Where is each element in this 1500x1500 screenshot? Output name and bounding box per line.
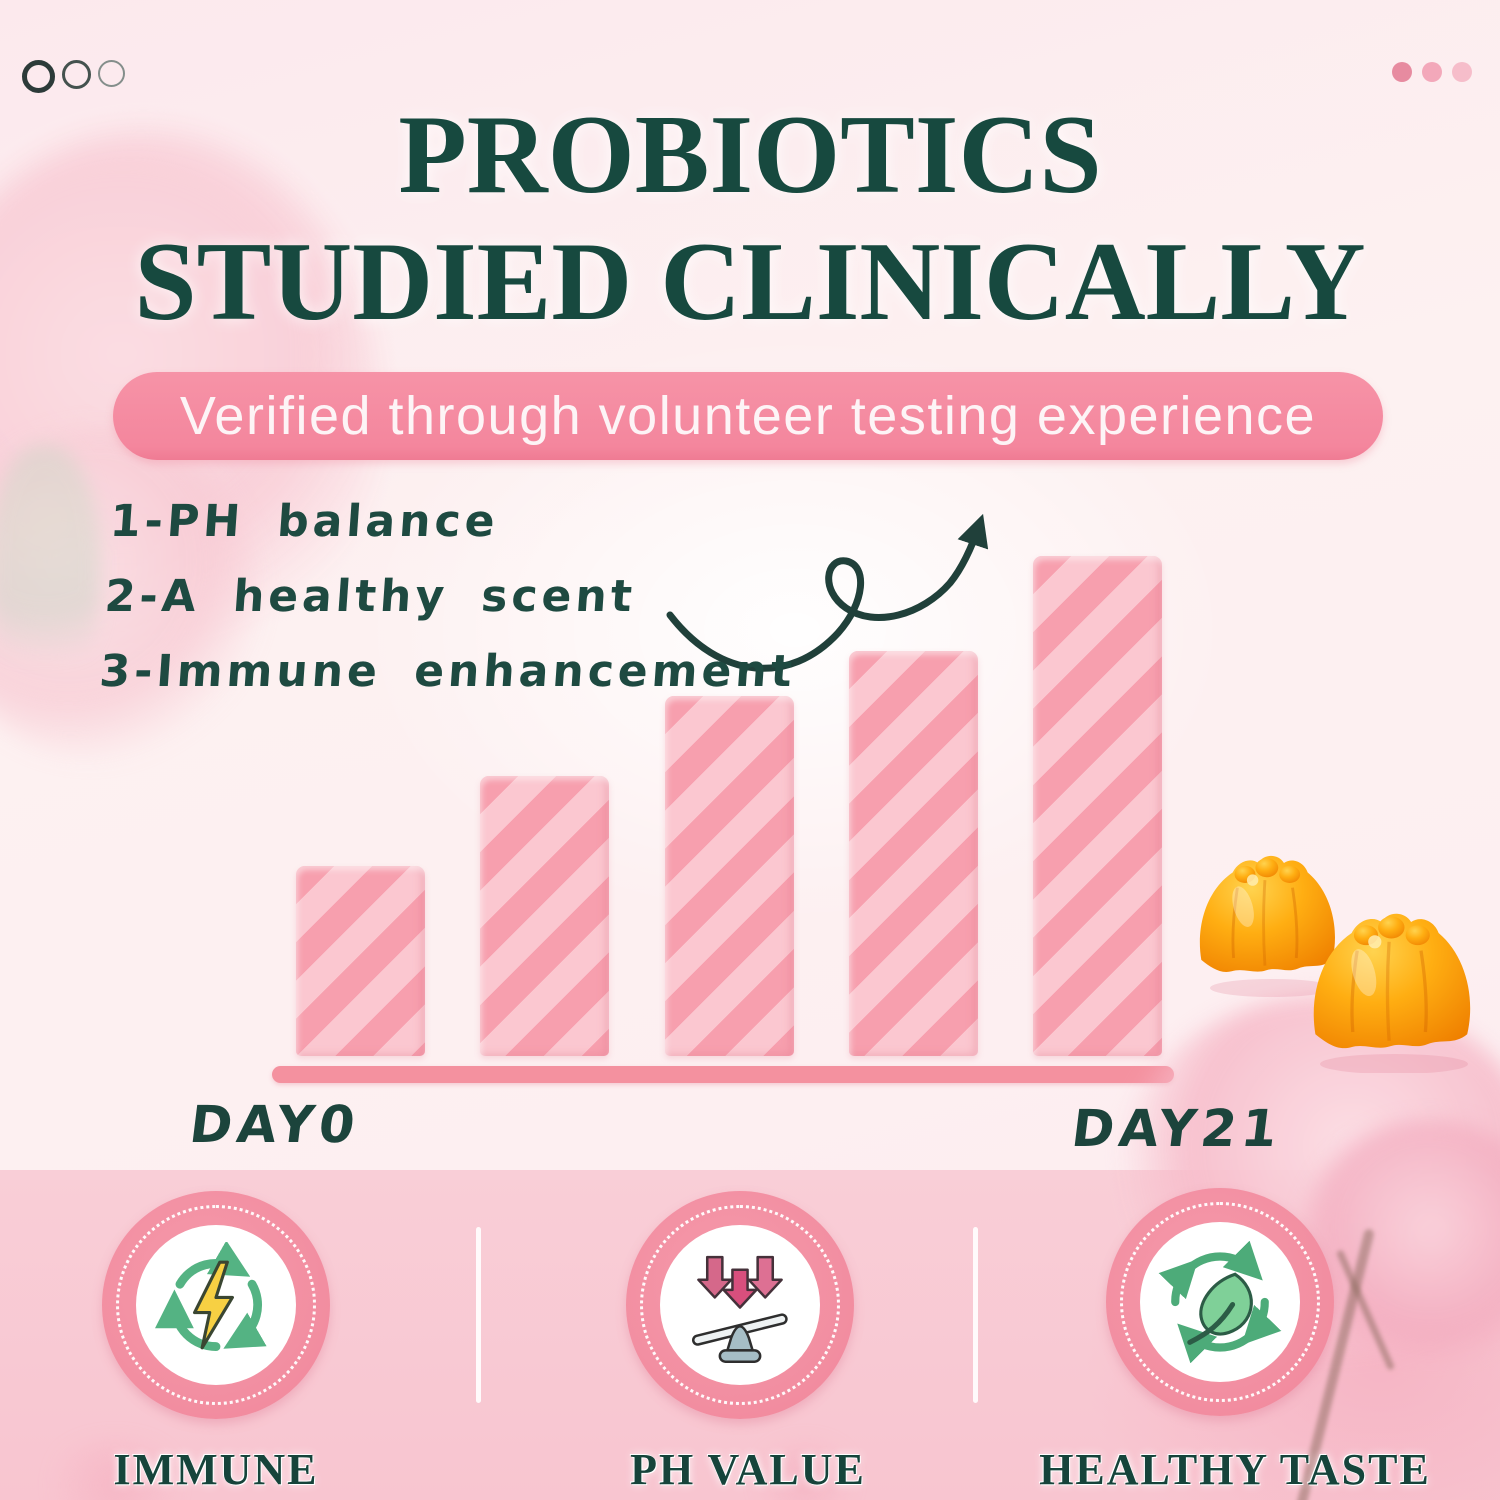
pink-dot-icon (1392, 62, 1412, 82)
flower-bud-left (0, 445, 100, 695)
benefit-item: 1-PH balance (108, 496, 501, 547)
page-title: PROBIOTICS STUDIED CLINICALLY (0, 92, 1500, 345)
pink-dot-icon (1422, 62, 1442, 82)
circle-dot-icon (22, 60, 55, 93)
axis-label-start: DAY0 (186, 1096, 363, 1155)
window-control-dots-left (22, 60, 125, 93)
healthy-taste-badge (1106, 1188, 1334, 1416)
ph-value-badge (626, 1191, 854, 1419)
badge-inner-circle (1140, 1222, 1300, 1382)
chart-bars (296, 556, 1162, 1056)
pink-dot-icon (1452, 62, 1472, 82)
immune-badge (102, 1191, 330, 1419)
banner-text: Verified through volunteer testing exper… (179, 386, 1317, 446)
down-arrows-balance-icon (691, 1255, 788, 1363)
subtitle-banner: Verified through volunteer testing exper… (113, 372, 1383, 460)
chart-axis (272, 1066, 1174, 1083)
footer-label-healthy-taste: HEALTHY TASTE (1039, 1445, 1431, 1494)
footer-divider (973, 1227, 978, 1403)
footer-label-ph-value: PH VALUE (630, 1445, 866, 1494)
benefit-item: 3-Immune enhancement (97, 646, 798, 697)
badge-inner-circle (660, 1225, 820, 1385)
chart-bar (1033, 556, 1162, 1056)
chart-bar (480, 776, 610, 1056)
dotted-ring (116, 1205, 316, 1405)
recycle-lightning-icon (155, 1242, 267, 1351)
chart-bar (664, 696, 794, 1056)
chart-bar (296, 866, 425, 1056)
benefits-list: 1-PH balance 2-A healthy scent 3-Immune … (96, 496, 808, 721)
benefit-item: 2-A healthy scent (103, 571, 638, 622)
recycle-leaf-icon (1158, 1240, 1282, 1364)
title-line-1: PROBIOTICS (398, 93, 1102, 217)
badge-inner-circle (136, 1225, 296, 1385)
circle-dot-icon (98, 60, 125, 87)
footer-label-immune: IMMUNE (113, 1445, 319, 1494)
axis-label-end: DAY21 (1068, 1100, 1286, 1159)
window-control-dots-right (1392, 62, 1472, 82)
chart-bar (848, 651, 978, 1056)
dotted-ring (640, 1205, 840, 1405)
title-line-2: STUDIED CLINICALLY (134, 219, 1366, 344)
gummy-candies-image (1198, 854, 1472, 1073)
footer-divider (476, 1227, 481, 1403)
growth-arrow-icon (666, 513, 989, 672)
circle-dot-icon (62, 60, 91, 89)
